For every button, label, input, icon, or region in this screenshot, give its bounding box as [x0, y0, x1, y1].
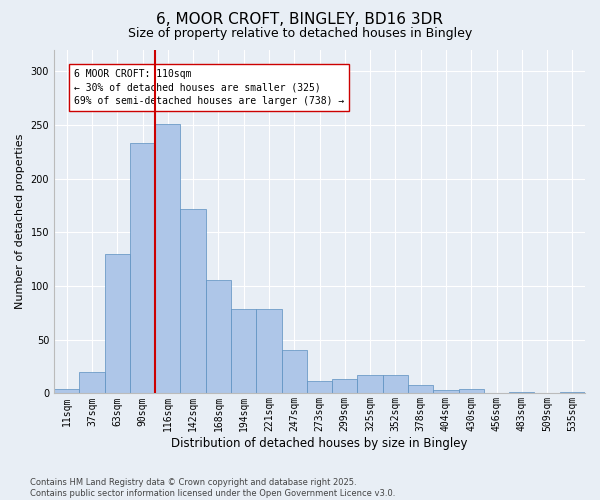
Bar: [79, 372, 104, 394]
Bar: [54, 389, 79, 394]
Bar: [332, 380, 358, 394]
Bar: [130, 144, 155, 394]
Bar: [408, 385, 433, 394]
Bar: [281, 350, 307, 394]
Bar: [560, 392, 585, 394]
Bar: [307, 380, 332, 394]
Bar: [383, 375, 408, 394]
Text: Contains HM Land Registry data © Crown copyright and database right 2025.
Contai: Contains HM Land Registry data © Crown c…: [30, 478, 395, 498]
Text: 6 MOOR CROFT: 110sqm
← 30% of detached houses are smaller (325)
69% of semi-deta: 6 MOOR CROFT: 110sqm ← 30% of detached h…: [74, 70, 344, 106]
Bar: [458, 389, 484, 394]
Bar: [256, 308, 281, 394]
Bar: [206, 280, 231, 394]
Bar: [104, 254, 130, 394]
Bar: [509, 392, 535, 394]
Text: 6, MOOR CROFT, BINGLEY, BD16 3DR: 6, MOOR CROFT, BINGLEY, BD16 3DR: [157, 12, 443, 28]
Bar: [231, 308, 256, 394]
Bar: [433, 390, 458, 394]
Text: Size of property relative to detached houses in Bingley: Size of property relative to detached ho…: [128, 28, 472, 40]
Bar: [155, 124, 181, 394]
Y-axis label: Number of detached properties: Number of detached properties: [15, 134, 25, 310]
X-axis label: Distribution of detached houses by size in Bingley: Distribution of detached houses by size …: [171, 437, 468, 450]
Bar: [358, 375, 383, 394]
Bar: [181, 209, 206, 394]
